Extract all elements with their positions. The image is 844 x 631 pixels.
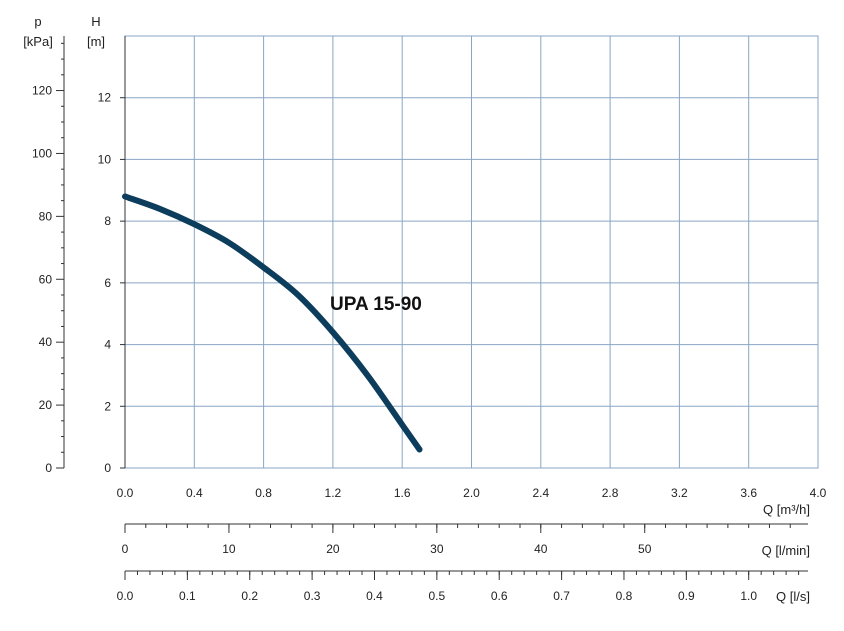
x-tick-label: 3.6 bbox=[740, 486, 757, 500]
secondary-tick-label: 30 bbox=[430, 542, 444, 556]
pressure-tick-label: 60 bbox=[39, 272, 53, 286]
head-tick-label: 0 bbox=[104, 461, 111, 475]
secondary-tick-label: 20 bbox=[326, 542, 340, 556]
secondary-tick-label: 0.8 bbox=[616, 589, 633, 603]
axes: 0.0 0.4 0.8 1.2 1.6 2.0 2.4 2.8 3.2 3.6 4.0 0 2 4 6 8 10… bbox=[32, 36, 827, 603]
x-tick-label: 4.0 bbox=[810, 486, 827, 500]
pressure-axis-title: p bbox=[34, 14, 41, 29]
head-tick-label: 8 bbox=[104, 214, 111, 228]
ls-axis-title: Q [l/s] bbox=[776, 589, 810, 604]
secondary-tick-label: 0.0 bbox=[117, 589, 134, 603]
x-axis-title: Q [m³/h] bbox=[763, 502, 810, 517]
head-tick-label: 2 bbox=[104, 399, 111, 413]
head-tick-label: 12 bbox=[98, 91, 112, 105]
x-tick-label: 2.0 bbox=[463, 486, 480, 500]
pressure-tick-label: 40 bbox=[39, 335, 53, 349]
pressure-axis-unit: [kPa] bbox=[23, 34, 53, 49]
x-tick-label: 1.2 bbox=[325, 486, 342, 500]
pressure-tick-label: 120 bbox=[32, 84, 52, 98]
x-tick-label: 1.6 bbox=[394, 486, 411, 500]
x-tick-label: 0.0 bbox=[117, 486, 134, 500]
x-tick-label: 2.4 bbox=[532, 486, 549, 500]
pressure-tick-label: 80 bbox=[39, 209, 53, 223]
x-tick-label: 2.8 bbox=[602, 486, 619, 500]
pressure-tick-label: 20 bbox=[39, 398, 53, 412]
curve-annotation: UPA 15-90 bbox=[330, 294, 422, 315]
head-axis-unit: [m] bbox=[87, 34, 105, 49]
secondary-tick-label: 0.6 bbox=[491, 589, 508, 603]
secondary-tick-label: 0.2 bbox=[241, 589, 258, 603]
secondary-tick-label: 0.9 bbox=[678, 589, 695, 603]
secondary-tick-label: 1.0 bbox=[740, 589, 757, 603]
secondary-tick-label: 0.1 bbox=[179, 589, 196, 603]
x-tick-label: 0.8 bbox=[255, 486, 272, 500]
pressure-tick-label: 0 bbox=[45, 461, 52, 475]
pressure-tick-label: 100 bbox=[32, 146, 52, 160]
secondary-tick-label: 0.3 bbox=[304, 589, 321, 603]
pump-curve-line bbox=[122, 193, 423, 453]
head-axis-title: H bbox=[91, 14, 100, 29]
secondary-tick-label: 0.7 bbox=[553, 589, 570, 603]
secondary-tick-label: 50 bbox=[638, 542, 652, 556]
secondary-tick-label: 40 bbox=[534, 542, 548, 556]
lmin-axis-title: Q [l/min] bbox=[762, 543, 810, 558]
head-tick-label: 10 bbox=[98, 152, 112, 166]
secondary-tick-label: 0.4 bbox=[366, 589, 383, 603]
secondary-tick-label: 0 bbox=[122, 542, 129, 556]
grid bbox=[124, 35, 819, 469]
secondary-tick-label: 10 bbox=[222, 542, 236, 556]
head-tick-label: 6 bbox=[104, 276, 111, 290]
x-tick-label: 3.2 bbox=[671, 486, 688, 500]
secondary-tick-label: 0.5 bbox=[429, 589, 446, 603]
x-tick-label: 0.4 bbox=[186, 486, 203, 500]
head-tick-label: 4 bbox=[104, 338, 111, 352]
series-layer bbox=[122, 193, 423, 453]
